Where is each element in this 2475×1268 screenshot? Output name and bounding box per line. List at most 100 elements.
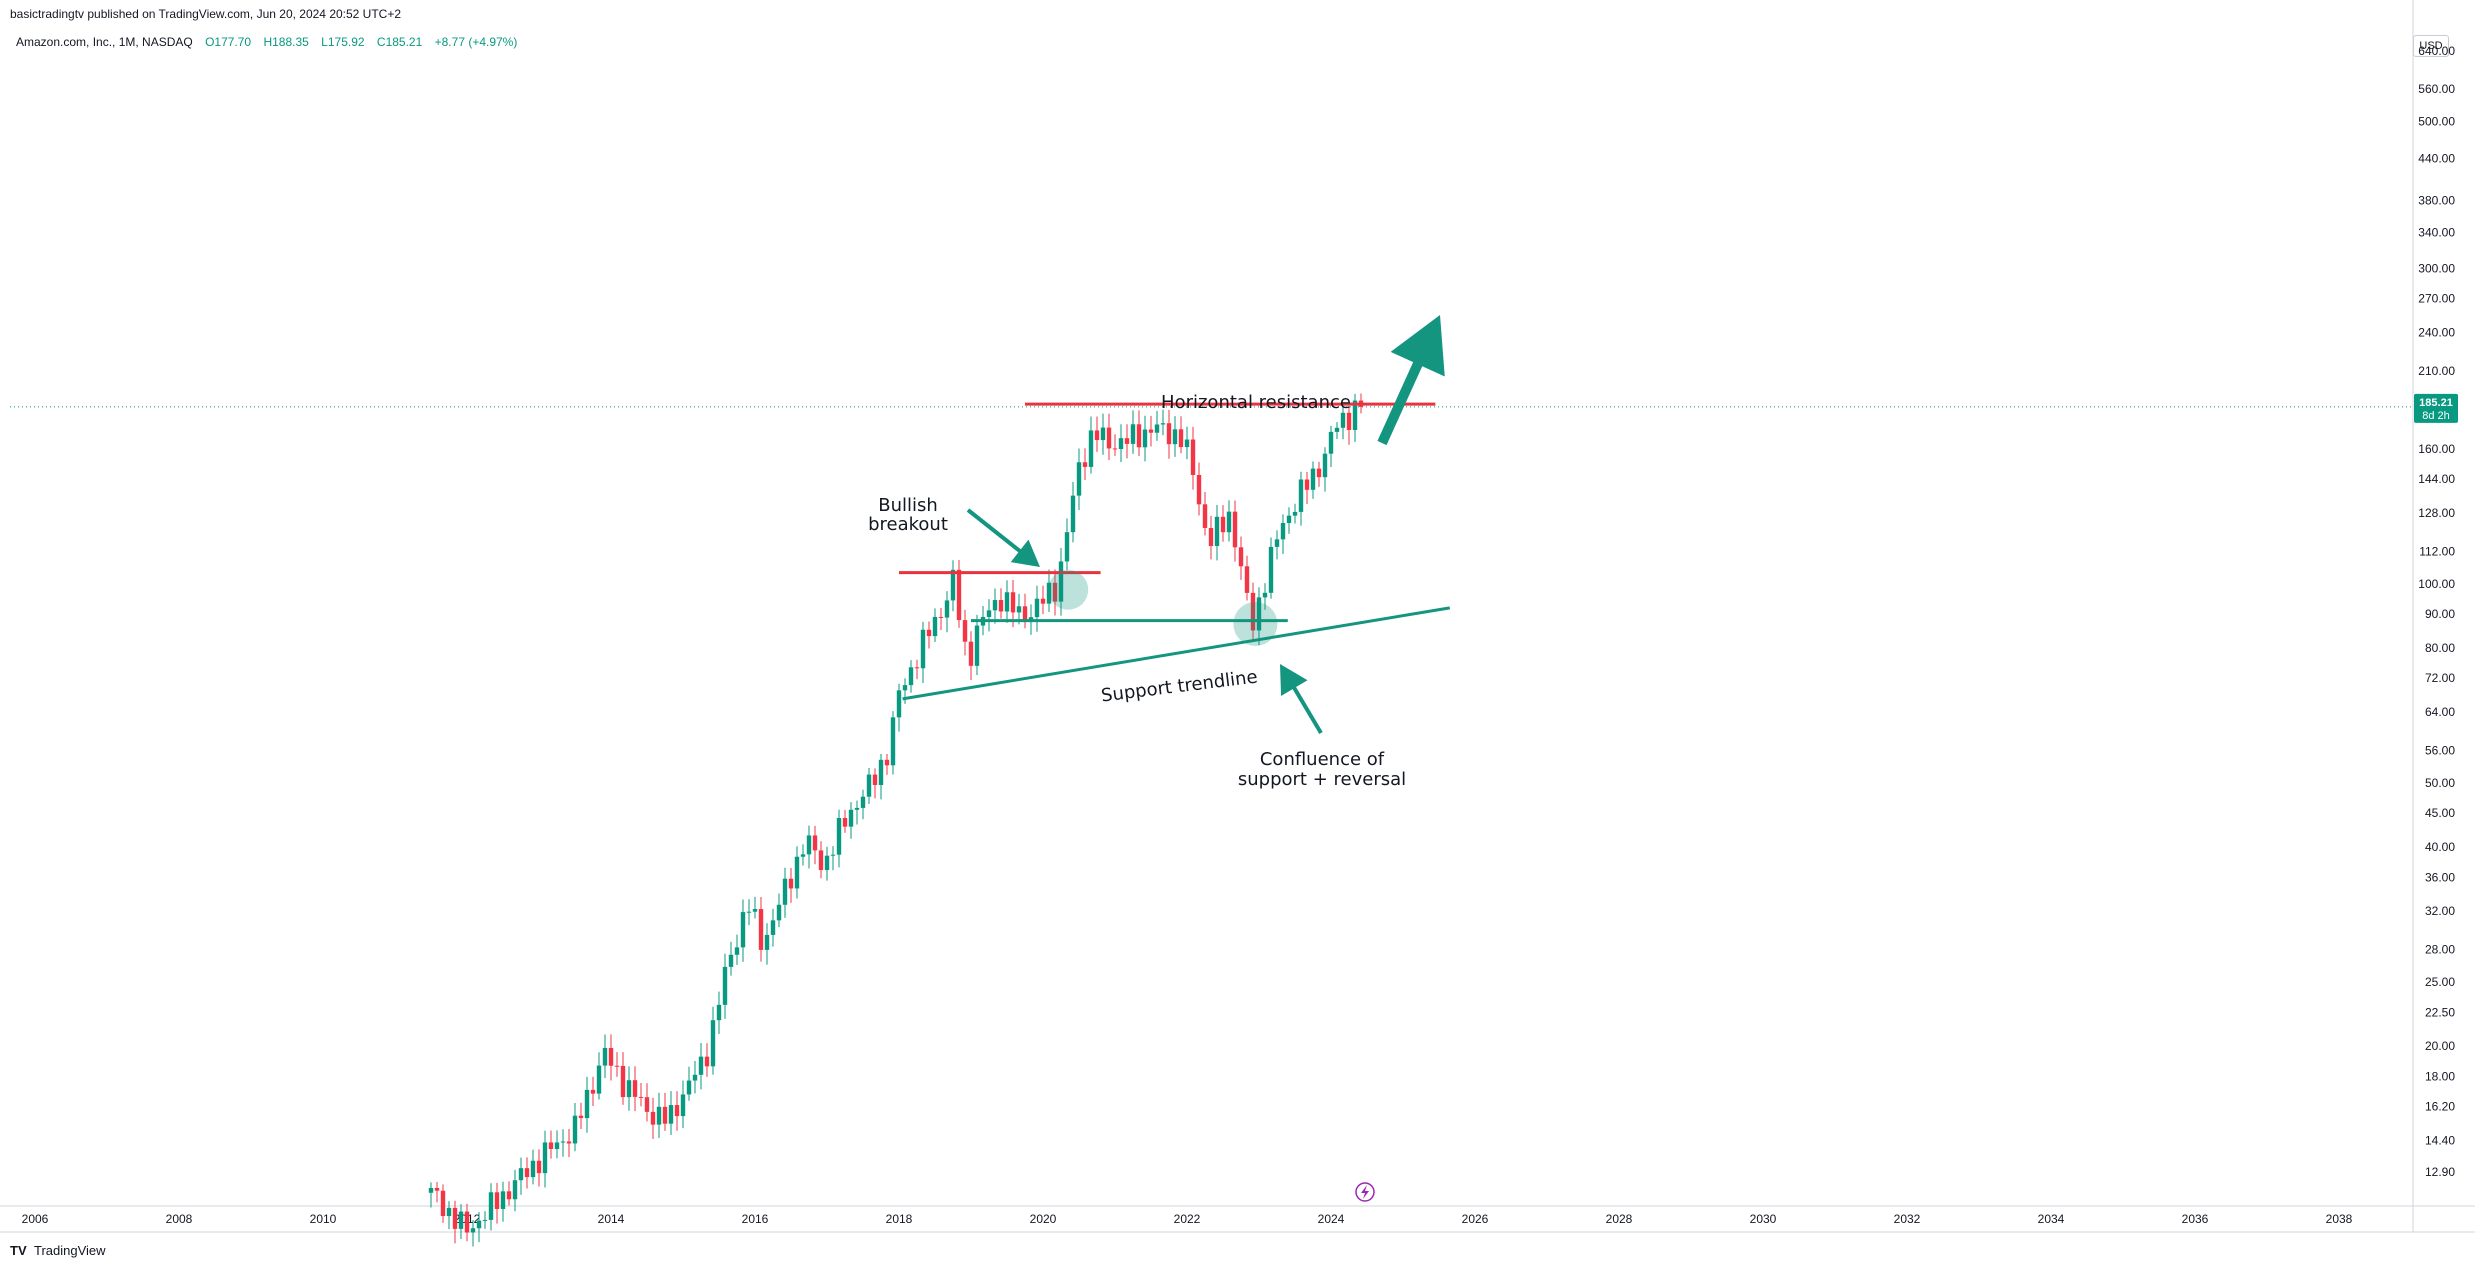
candle-body (644, 1097, 650, 1112)
candle-body (596, 1065, 602, 1094)
y-tick-label: 16.20 (2425, 1100, 2455, 1114)
candle-body (806, 835, 812, 855)
candle-body (1280, 523, 1286, 540)
y-tick-label: 300.00 (2418, 261, 2455, 275)
price-badge-price: 185.21 (2419, 397, 2453, 409)
candle-body (896, 690, 902, 718)
candle-body (1088, 430, 1094, 467)
y-tick-label: 45.00 (2425, 806, 2455, 820)
candle-body (536, 1160, 542, 1174)
y-tick-label: 144.00 (2418, 472, 2455, 486)
price-badge: 185.21 8d 2h (2414, 393, 2458, 423)
candle-body (944, 600, 950, 618)
candles (428, 393, 1364, 1247)
candle-body (1142, 429, 1148, 448)
breakout-highlight (1048, 569, 1089, 610)
candle-body (428, 1187, 434, 1193)
y-tick-label: 380.00 (2418, 194, 2455, 208)
price-badge-box (2414, 393, 2458, 423)
candle-body (548, 1142, 554, 1149)
y-tick-label: 25.00 (2425, 975, 2455, 989)
y-tick-label: 32.00 (2425, 904, 2455, 918)
candle-body (932, 616, 938, 637)
candle-body (686, 1080, 692, 1095)
candle-body (494, 1192, 500, 1209)
y-tick-label: 340.00 (2418, 225, 2455, 239)
x-axis[interactable]: 2006200820102012201420162018202020222024… (22, 1212, 2353, 1226)
footer-brand: TV TradingView (10, 1243, 106, 1258)
candle-body (1130, 424, 1136, 444)
y-tick-label: 50.00 (2425, 776, 2455, 790)
candle-body (1046, 582, 1052, 604)
candle-body (650, 1111, 656, 1125)
candle-body (680, 1094, 686, 1117)
candle-body (1262, 592, 1268, 598)
candle-body (866, 774, 872, 797)
candle-body (674, 1105, 680, 1117)
candle-body (1226, 511, 1232, 533)
candle-body (1286, 515, 1292, 524)
x-tick-label: 2018 (886, 1212, 913, 1226)
candle-body (1148, 429, 1154, 433)
currency-button[interactable]: USD (2413, 35, 2449, 57)
symbol-label[interactable]: Amazon.com, Inc., 1M, NASDAQ (16, 35, 193, 49)
candle-body (986, 610, 992, 617)
candle-body (956, 569, 962, 621)
candle-body (452, 1207, 458, 1229)
candle-body (1172, 429, 1178, 445)
candle-body (848, 809, 854, 827)
candle-body (698, 1056, 704, 1075)
confluence-label-line1: Confluence of (1260, 749, 1385, 770)
candle-body (1232, 511, 1238, 548)
candle-body (1328, 431, 1334, 454)
x-tick-label: 2006 (22, 1212, 49, 1226)
candle-body (1268, 546, 1274, 593)
x-tick-label: 2034 (2038, 1212, 2065, 1226)
candle-body (722, 966, 728, 1005)
candle-body (830, 854, 836, 856)
candle-body (524, 1168, 530, 1178)
candle-body (560, 1141, 566, 1143)
tradingview-brand: TradingView (34, 1243, 106, 1258)
y-axis[interactable]: 640.00 560.00 500.00 440.00 380.00 340.00 300.… (0, 0, 2475, 1233)
x-tick-label: 2030 (1750, 1212, 1777, 1226)
candle-body (488, 1192, 494, 1220)
y-tick-label: 500.00 (2418, 115, 2455, 129)
close-value: C185.21 (376, 35, 423, 49)
y-tick-label: 90.00 (2425, 607, 2455, 621)
y-tick-label: 36.00 (2425, 870, 2455, 884)
candle-body (824, 855, 830, 871)
lightning-icon[interactable] (1355, 1182, 1375, 1202)
candle-body (464, 1211, 470, 1233)
candle-body (962, 620, 968, 642)
candle-body (854, 807, 860, 810)
candle-body (434, 1187, 440, 1191)
candle-body (572, 1115, 578, 1144)
candle-body (704, 1056, 710, 1067)
candle-body (770, 920, 776, 935)
candle-body (1094, 430, 1100, 441)
x-tick-label: 2008 (166, 1212, 193, 1226)
y-tick-label: 100.00 (2418, 577, 2455, 591)
candle-body (746, 911, 752, 913)
candle-body (1352, 400, 1358, 430)
candle-body (1298, 479, 1304, 512)
candle-body (668, 1105, 674, 1124)
candle-body (998, 600, 1004, 612)
low-value: L175.92 (321, 35, 365, 49)
candle-body (542, 1142, 548, 1174)
price-badge-countdown: 8d 2h (2422, 410, 2450, 422)
candle-body (1166, 423, 1172, 445)
candle-body (512, 1180, 518, 1200)
high-value: H188.35 (263, 35, 309, 49)
candle-body (992, 600, 998, 611)
y-tick-label: 80.00 (2425, 641, 2455, 655)
candle-body (1106, 427, 1112, 449)
target-arrow (1377, 315, 1445, 446)
x-tick-label: 2028 (1606, 1212, 1633, 1226)
candle-body (1250, 592, 1256, 631)
candle-body (632, 1080, 638, 1097)
y-tick-label: 64.00 (2425, 705, 2455, 719)
